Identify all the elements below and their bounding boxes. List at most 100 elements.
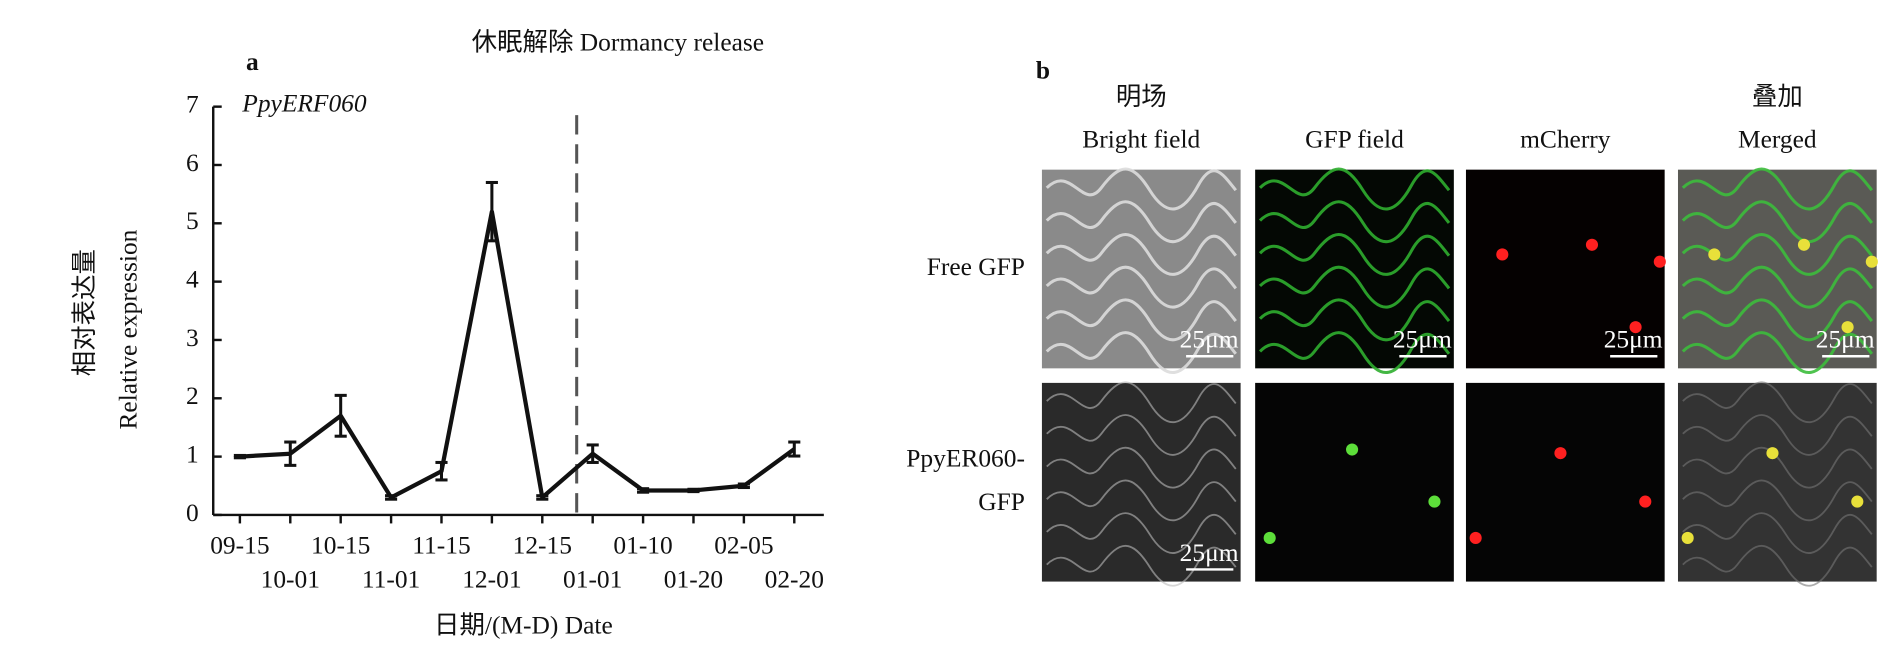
gene-label: PpyERF060 — [241, 88, 367, 117]
row-label: GFP — [978, 487, 1025, 516]
nucleus — [1797, 238, 1811, 251]
micrograph — [1465, 382, 1665, 582]
image-bg — [1465, 169, 1665, 369]
error-bar — [334, 393, 347, 438]
chart-title: 休眠解除 Dormancy release — [472, 28, 764, 57]
micrograph — [1465, 169, 1666, 369]
error-bar — [536, 494, 549, 501]
micrograph — [1041, 381, 1241, 587]
cell-outline — [1682, 479, 1873, 522]
cell-outline — [1258, 331, 1451, 374]
nucleus — [1851, 495, 1864, 508]
panel-label: b — [1036, 56, 1050, 85]
nucleus — [1469, 531, 1482, 545]
x-tick-label: 11-01 — [362, 564, 420, 593]
x-axis-label: 日期/(M-D) Date — [434, 610, 613, 639]
cell-outline — [1258, 298, 1451, 342]
cell-outline — [1681, 265, 1874, 309]
micrograph — [1677, 381, 1877, 587]
data-line — [239, 209, 796, 500]
nucleus — [1554, 447, 1567, 460]
scale-bar-label: 25μm — [1816, 325, 1875, 354]
y-tick-label: 6 — [186, 148, 199, 177]
nucleus — [1496, 248, 1509, 261]
x-tick-label: 12-15 — [513, 530, 572, 559]
nucleus — [1681, 531, 1694, 545]
image-bg — [1677, 382, 1877, 582]
x-tick-label: 11-15 — [412, 530, 470, 559]
nucleus — [1708, 248, 1721, 261]
scale-bar-label: 25μm — [1180, 325, 1239, 354]
column-header: Bright field — [1082, 125, 1200, 154]
cell-outline — [1046, 447, 1237, 489]
x-tick-label: 12-01 — [462, 564, 521, 593]
row-label: Free GFP — [927, 252, 1025, 281]
x-tick-label: 10-01 — [261, 564, 320, 593]
error-bar — [737, 482, 750, 490]
error-bar — [284, 440, 297, 467]
nucleus — [1629, 321, 1642, 334]
x-tick-label: 09-15 — [210, 530, 269, 559]
image-bg — [1465, 382, 1665, 582]
micrograph — [1255, 167, 1454, 374]
x-tick-label: 02-20 — [765, 564, 824, 593]
x-tick-label: 01-10 — [613, 530, 672, 559]
nucleus — [1766, 447, 1779, 460]
y-tick-label: 4 — [186, 264, 199, 293]
x-tick-label: 02-05 — [714, 530, 773, 559]
panel-label: a — [246, 47, 259, 76]
scale-bar-label: 25μm — [1393, 325, 1452, 354]
cell-outline — [1258, 167, 1451, 211]
cell-outline — [1682, 447, 1873, 489]
cell-outline — [1046, 414, 1237, 456]
column-header: Merged — [1738, 125, 1817, 154]
micrograph — [1041, 167, 1241, 374]
column-header: 明场 — [1116, 82, 1167, 111]
cell-outline — [1046, 512, 1237, 554]
row-label: PpyER060- — [906, 443, 1025, 472]
image-bg — [1041, 382, 1241, 582]
column-header: GFP field — [1305, 125, 1404, 154]
y-axis-label: 相对表达量 — [70, 249, 99, 376]
micrograph — [1255, 382, 1454, 582]
cell-outline — [1681, 167, 1874, 211]
y-tick-label: 5 — [186, 206, 199, 235]
nucleus — [1653, 255, 1666, 268]
scale-bar-label: 25μm — [1604, 325, 1663, 354]
y-axis-label: Relative expression — [114, 229, 143, 429]
scale-bar-label: 25μm — [1180, 538, 1239, 567]
error-bar — [485, 180, 498, 243]
x-tick-label: 01-20 — [664, 564, 723, 593]
panel-b: 明场 Bright field GFP field mCherry 叠加 Merged Fr… — [906, 82, 1878, 587]
y-tick-label: 7 — [186, 89, 199, 118]
cell-outline — [1258, 265, 1451, 309]
error-bar — [788, 440, 801, 458]
error-bar — [435, 460, 448, 482]
nucleus — [1585, 238, 1599, 251]
cell-outline — [1045, 167, 1237, 211]
cell-outline — [1045, 265, 1237, 309]
error-bar — [637, 487, 650, 494]
cell-outline — [1681, 331, 1874, 374]
cell-outline — [1682, 545, 1873, 587]
column-header: 叠加 — [1752, 82, 1803, 111]
column-header: mCherry — [1520, 125, 1611, 154]
error-bar — [586, 443, 599, 464]
cell-outline — [1681, 298, 1874, 342]
error-bar — [687, 487, 700, 494]
cell-outline — [1045, 200, 1237, 244]
nucleus — [1263, 531, 1276, 545]
error-bar — [233, 453, 246, 460]
nucleus — [1639, 495, 1652, 508]
cell-outline — [1258, 200, 1451, 244]
cell-outline — [1046, 545, 1237, 587]
nucleus — [1865, 255, 1878, 268]
nucleus — [1346, 443, 1359, 456]
nucleus — [1841, 321, 1854, 334]
micrograph — [1677, 167, 1878, 374]
y-tick-label: 0 — [186, 498, 199, 527]
cell-outline — [1045, 298, 1237, 342]
cell-outline — [1682, 512, 1873, 554]
error-bar — [385, 494, 398, 501]
image-bg — [1255, 382, 1454, 582]
